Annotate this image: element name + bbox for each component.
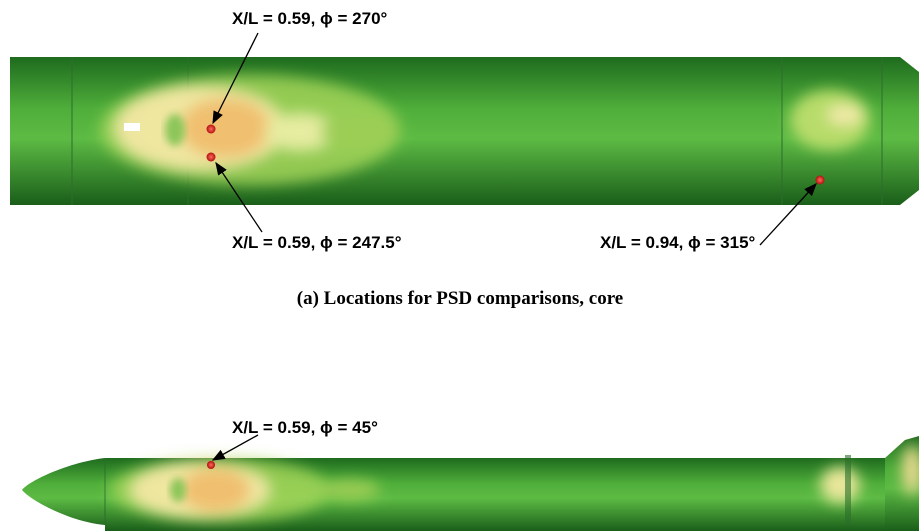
core-model (10, 57, 919, 205)
booster-model (22, 436, 919, 531)
caption: (a) Locations for PSD comparisons, core (297, 288, 624, 309)
arrow (213, 435, 258, 460)
annotation: X/L = 0.59, ϕ = 45° (232, 418, 378, 437)
annotation: X/L = 0.94, ϕ = 315° (600, 233, 756, 252)
annotation: X/L = 0.59, ϕ = 270° (232, 9, 388, 28)
figure: X/L = 0.59, ϕ = 270° X/L = 0.59, ϕ = 247… (0, 0, 919, 531)
annotation: X/L = 0.59, ϕ = 247.5° (232, 233, 402, 252)
